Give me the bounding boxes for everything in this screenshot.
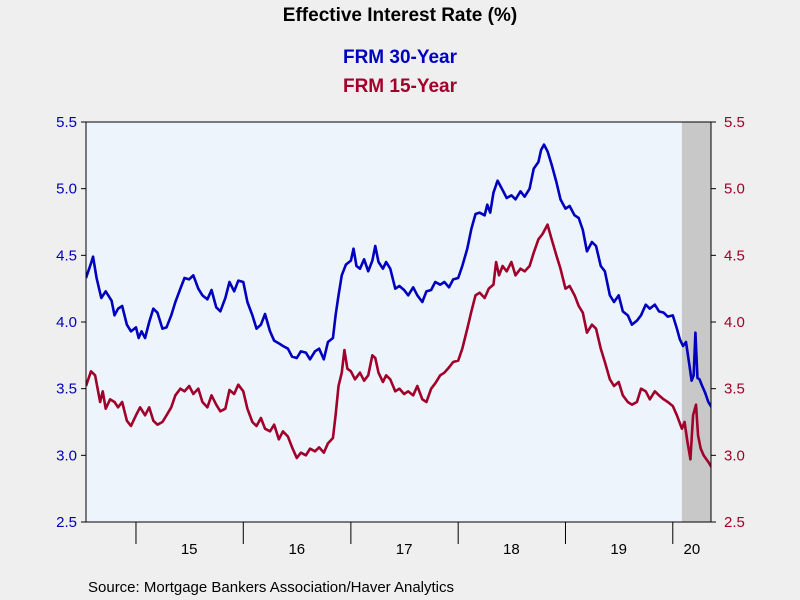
y-left-label-4.0: 4.0 <box>56 314 77 331</box>
x-tick-label-19: 19 <box>610 541 627 558</box>
y-right-label-2.5: 2.5 <box>724 514 745 531</box>
series-lines <box>86 143 711 469</box>
source-note: Source: Mortgage Bankers Association/Hav… <box>88 579 454 596</box>
x-tick-label-17: 17 <box>396 541 413 558</box>
legend-frm-15-year: FRM 15-Year <box>343 76 458 97</box>
legend-frm-30-year: FRM 30-Year <box>343 47 458 68</box>
y-left-label-2.5: 2.5 <box>56 514 77 531</box>
series-line-frm-15-year <box>86 223 711 469</box>
y-right-label-5.0: 5.0 <box>724 181 745 198</box>
y-right-label-3.5: 3.5 <box>724 381 745 398</box>
plot-area <box>86 122 711 522</box>
x-tick-label-15: 15 <box>181 541 198 558</box>
y-right-label-4.0: 4.0 <box>724 314 745 331</box>
y-left-label-3.5: 3.5 <box>56 381 77 398</box>
x-axis-labels: 15 16 17 18 19 20 <box>181 541 700 558</box>
series-line-frm-30-year <box>86 143 711 409</box>
y-right-label-5.5: 5.5 <box>724 114 745 131</box>
y-left-label-5.0: 5.0 <box>56 181 77 198</box>
y-right-label-4.5: 4.5 <box>724 247 745 264</box>
y-right-label-3.0: 3.0 <box>724 447 745 464</box>
x-axis-ticks <box>135 522 674 544</box>
y-axis-left: 2.5 3.0 3.5 4.0 4.5 5.0 5.5 <box>56 114 86 531</box>
x-tick-label-20: 20 <box>684 541 701 558</box>
chart-title: Effective Interest Rate (%) <box>283 5 517 26</box>
y-left-label-3.0: 3.0 <box>56 447 77 464</box>
plot-frame <box>85 121 712 523</box>
recession-shade <box>681 122 711 522</box>
x-tick-label-18: 18 <box>503 541 520 558</box>
y-left-label-4.5: 4.5 <box>56 247 77 264</box>
x-tick-label-16: 16 <box>288 541 305 558</box>
y-axis-right: 2.5 3.0 3.5 4.0 4.5 5.0 5.5 <box>711 114 745 531</box>
y-left-label-5.5: 5.5 <box>56 114 77 131</box>
